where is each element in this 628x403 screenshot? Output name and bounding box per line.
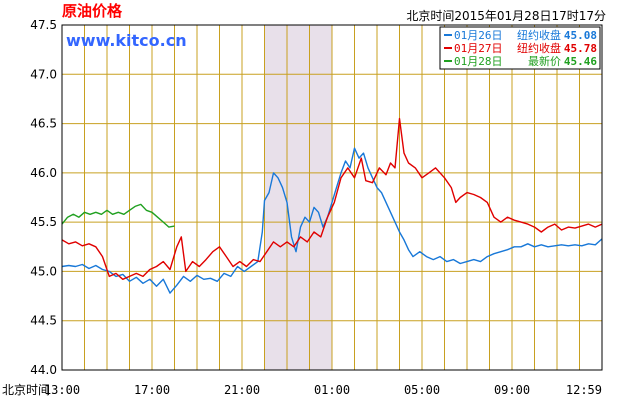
x-axis-label: 北京时间 [2,383,50,397]
legend-box [439,26,601,70]
legend-series-value: 45.78 [564,42,597,55]
x-tick-label: 01:00 [314,383,350,397]
legend-series-label: 最新价 [528,54,561,68]
site-watermark: www.kitco.cn [66,31,187,50]
x-tick-label: 05:00 [404,383,440,397]
series-lines [61,117,603,294]
series-line-3 [61,203,175,228]
legend-series-value: 45.08 [564,29,597,42]
legend-series-label: 纽约收盘 [517,28,561,42]
y-tick-label: 46.5 [30,117,57,131]
x-axis-ticks: 13:00 17:00 21:00 01:00 05:00 09:00 12:59 [44,383,602,397]
plot-frame [61,24,603,371]
y-tick-label: 44.5 [30,314,57,328]
legend-series-value: 45.46 [564,55,597,68]
x-tick-label: 17:00 [134,383,170,397]
chart-title: 原油价格 [62,2,123,20]
y-tick-label: 44.0 [30,363,57,377]
x-tick-label: 21:00 [224,383,260,397]
y-axis-ticks: 44.0 44.5 45.0 45.5 46.0 46.5 47.0 47.5 [30,18,57,377]
x-tick-label: 12:59 [566,383,602,397]
grid-lines [61,24,603,371]
series-line-2 [61,117,603,280]
y-tick-label: 46.0 [30,166,57,180]
y-tick-label: 45.5 [30,215,57,229]
x-tick-label: 13:00 [44,383,80,397]
legend-series-label: 纽约收盘 [517,41,561,55]
y-tick-label: 47.5 [30,18,57,32]
legend-series-name: 01月27日 [454,42,503,55]
x-tick-label: 09:00 [494,383,530,397]
shaded-session-band [264,25,332,370]
legend-series-name: 01月26日 [454,29,503,42]
timestamp: 北京时间2015年01月28日17时17分 [406,9,606,23]
y-tick-label: 47.0 [30,67,57,81]
y-tick-label: 45.0 [30,264,57,278]
series-line-1 [61,147,603,294]
legend-series-name: 01月28日 [454,55,503,68]
